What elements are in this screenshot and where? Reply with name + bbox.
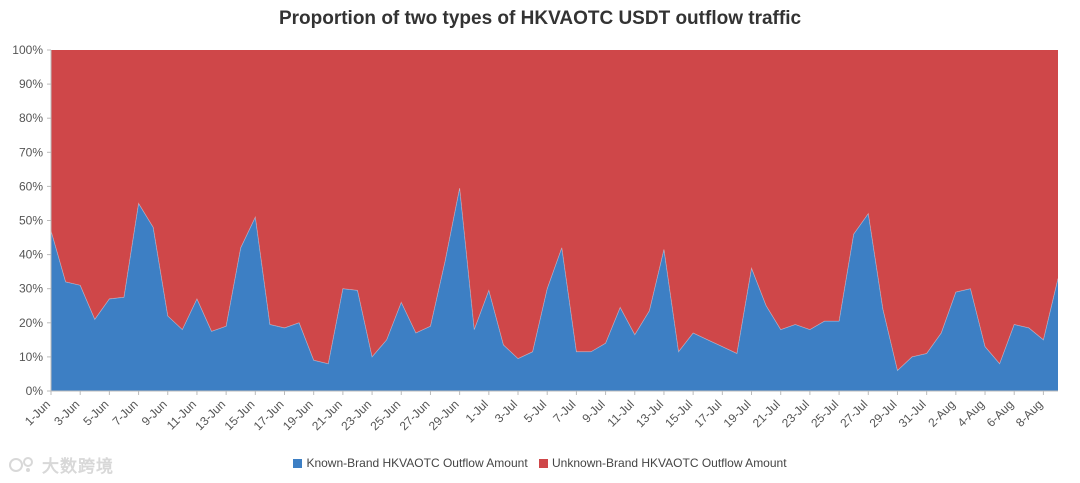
x-tick-label: 23-Jun bbox=[338, 397, 374, 433]
legend-swatch-unknown bbox=[539, 459, 548, 468]
x-tick-label: 25-Jun bbox=[368, 397, 404, 433]
x-tick-label: 15-Jul bbox=[662, 397, 695, 430]
x-tick-label: 15-Jun bbox=[222, 397, 258, 433]
legend-label-known: Known-Brand HKVAOTC Outflow Amount bbox=[306, 456, 528, 470]
series-boundary-line bbox=[50, 188, 1059, 372]
x-tick-label: 11-Jul bbox=[605, 397, 637, 429]
x-tick-label: 23-Jul bbox=[779, 397, 812, 430]
y-tick-label: 20% bbox=[19, 316, 43, 330]
x-tick-label: 29-Jun bbox=[426, 397, 462, 433]
x-tick-label: 19-Jul bbox=[721, 397, 754, 430]
x-tick-label: 1-Jul bbox=[463, 397, 491, 425]
x-tick-label: 11-Jun bbox=[164, 397, 199, 432]
series-area-known-brand bbox=[51, 188, 1058, 391]
x-tick-label: 13-Jun bbox=[192, 397, 228, 433]
y-tick-label: 40% bbox=[19, 248, 43, 262]
x-tick-label: 3-Jul bbox=[492, 397, 520, 425]
x-tick-label: 9-Jul bbox=[579, 397, 607, 425]
x-tick-label: 5-Jun bbox=[80, 397, 111, 428]
legend-label-unknown: Unknown-Brand HKVAOTC Outflow Amount bbox=[552, 456, 787, 470]
x-tick-label: 7-Jul bbox=[550, 397, 578, 425]
x-tick-label: 19-Jun bbox=[280, 397, 316, 433]
x-tick-label: 8-Aug bbox=[1013, 397, 1046, 430]
x-tick-label: 7-Jun bbox=[110, 397, 141, 428]
y-tick-label: 0% bbox=[26, 384, 44, 398]
x-tick-label: 6-Aug bbox=[984, 397, 1017, 430]
x-tick-label: 1-Jun bbox=[22, 397, 53, 428]
watermark-text: 大数跨境 bbox=[42, 457, 114, 476]
brand-logo-icon bbox=[9, 456, 33, 472]
series-layer bbox=[50, 50, 1059, 391]
x-tick-label: 5-Jul bbox=[521, 397, 549, 425]
x-tick-label: 27-Jun bbox=[397, 397, 433, 433]
x-tick-label: 3-Jun bbox=[51, 397, 82, 428]
x-tick-label: 25-Jul bbox=[808, 397, 841, 430]
legend-item-unknown[interactable]: Unknown-Brand HKVAOTC Outflow Amount bbox=[539, 456, 787, 470]
y-tick-label: 90% bbox=[19, 77, 43, 91]
x-tick-label: 4-Aug bbox=[955, 397, 988, 430]
y-tick-label: 60% bbox=[19, 179, 43, 193]
series-area-unknown-brand bbox=[51, 50, 1058, 371]
legend-swatch-known bbox=[293, 459, 303, 468]
chart-title: Proportion of two types of HKVAOTC USDT … bbox=[278, 8, 802, 29]
y-tick-label: 30% bbox=[19, 282, 43, 296]
y-axis: 0% 10% 20% 30% 40% 50% 60% 70% 80% 90% 100% bbox=[12, 43, 52, 398]
x-tick-label: 27-Jul bbox=[837, 397, 870, 430]
x-tick-label: 21-Jul bbox=[750, 397, 783, 430]
legend-item-known[interactable]: Known-Brand HKVAOTC Outflow Amount bbox=[293, 456, 528, 470]
x-tick-label: 13-Jul bbox=[633, 397, 666, 430]
watermark-logo: 大数跨境 bbox=[8, 452, 114, 477]
y-tick-label: 100% bbox=[12, 43, 43, 57]
y-tick-label: 80% bbox=[19, 111, 43, 125]
x-tick-label: 31-Jul bbox=[896, 397, 929, 430]
x-tick-label: 17-Jul bbox=[691, 397, 724, 430]
x-tick-label: 21-Jun bbox=[309, 397, 345, 433]
y-tick-label: 50% bbox=[19, 214, 43, 228]
x-tick-label: 2-Aug bbox=[925, 397, 958, 430]
x-tick-label: 29-Jul bbox=[867, 397, 900, 430]
y-tick-label: 10% bbox=[19, 350, 43, 364]
legend: Known-Brand HKVAOTC Outflow Amount Unkno… bbox=[0, 456, 1080, 470]
x-axis: 1-Jun3-Jun5-Jun7-Jun9-Jun11-Jun13-Jun15-… bbox=[22, 390, 1058, 433]
y-tick-label: 70% bbox=[19, 145, 43, 159]
x-tick-label: 17-Jun bbox=[251, 397, 287, 433]
